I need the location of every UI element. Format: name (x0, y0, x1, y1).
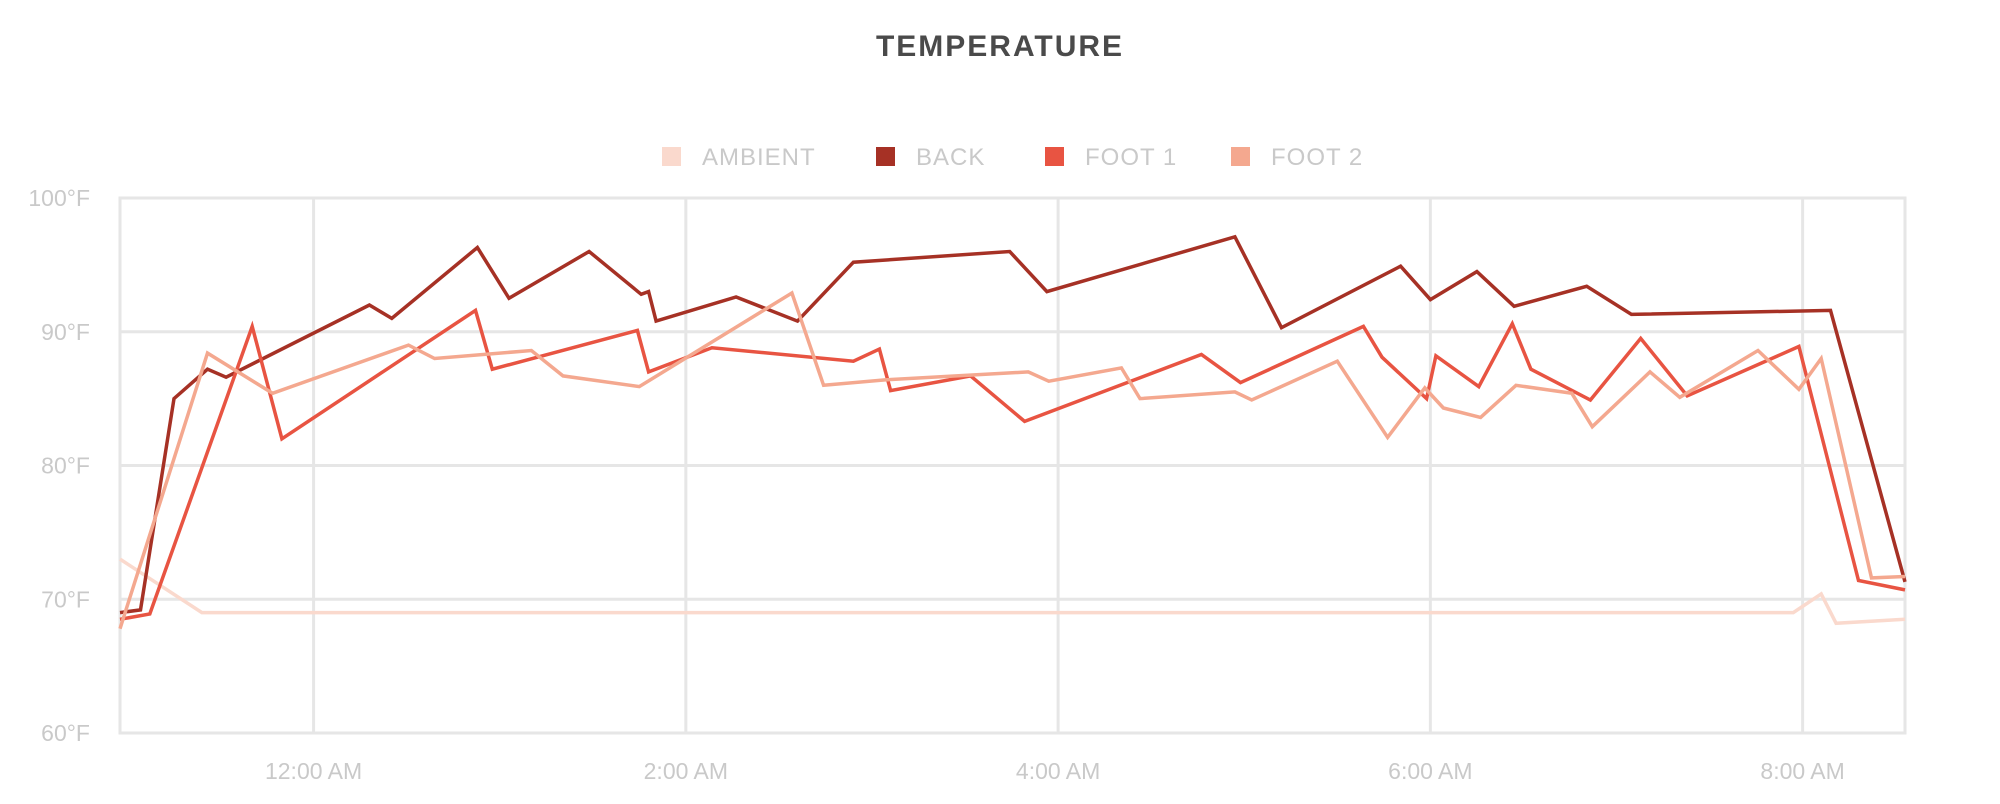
legend-label-ambient: AMBIENT (702, 144, 816, 171)
legend: AMBIENT BACK FOOT 1 FOOT 2 (662, 144, 1363, 171)
series-lines (118, 234, 1907, 630)
y-axis: 100°F 90°F 80°F 70°F 60°F (28, 185, 90, 746)
x-tick-label: 8:00 AM (1760, 758, 1844, 784)
series-line-ambient (119, 557, 1906, 626)
series-line-back (119, 234, 1907, 615)
y-tick-label: 80°F (41, 453, 90, 479)
series-line-foot-1 (119, 307, 1906, 622)
legend-swatch-foot-2 (1231, 147, 1250, 166)
x-tick-label: 6:00 AM (1388, 758, 1472, 784)
grid (118, 196, 1907, 735)
legend-label-foot-1: FOOT 1 (1085, 144, 1177, 171)
x-tick-label: 4:00 AM (1016, 758, 1100, 784)
series-line-foot-2 (118, 290, 1906, 630)
legend-swatch-foot-1 (1045, 147, 1064, 166)
legend-label-foot-2: FOOT 2 (1271, 144, 1363, 171)
y-tick-label: 100°F (28, 185, 90, 211)
legend-label-back: BACK (916, 144, 985, 171)
plot-border (118, 196, 1907, 735)
y-tick-label: 60°F (41, 720, 90, 746)
chart-title: TEMPERATURE (875, 30, 1125, 63)
legend-swatch-ambient (662, 147, 681, 166)
y-tick-label: 70°F (41, 586, 90, 612)
legend-swatch-back (876, 147, 895, 166)
y-tick-label: 90°F (41, 319, 90, 345)
x-axis: 12:00 AM 2:00 AM 4:00 AM 6:00 AM 8:00 AM (265, 758, 1845, 784)
x-tick-label: 12:00 AM (265, 758, 362, 784)
x-tick-label: 2:00 AM (644, 758, 728, 784)
